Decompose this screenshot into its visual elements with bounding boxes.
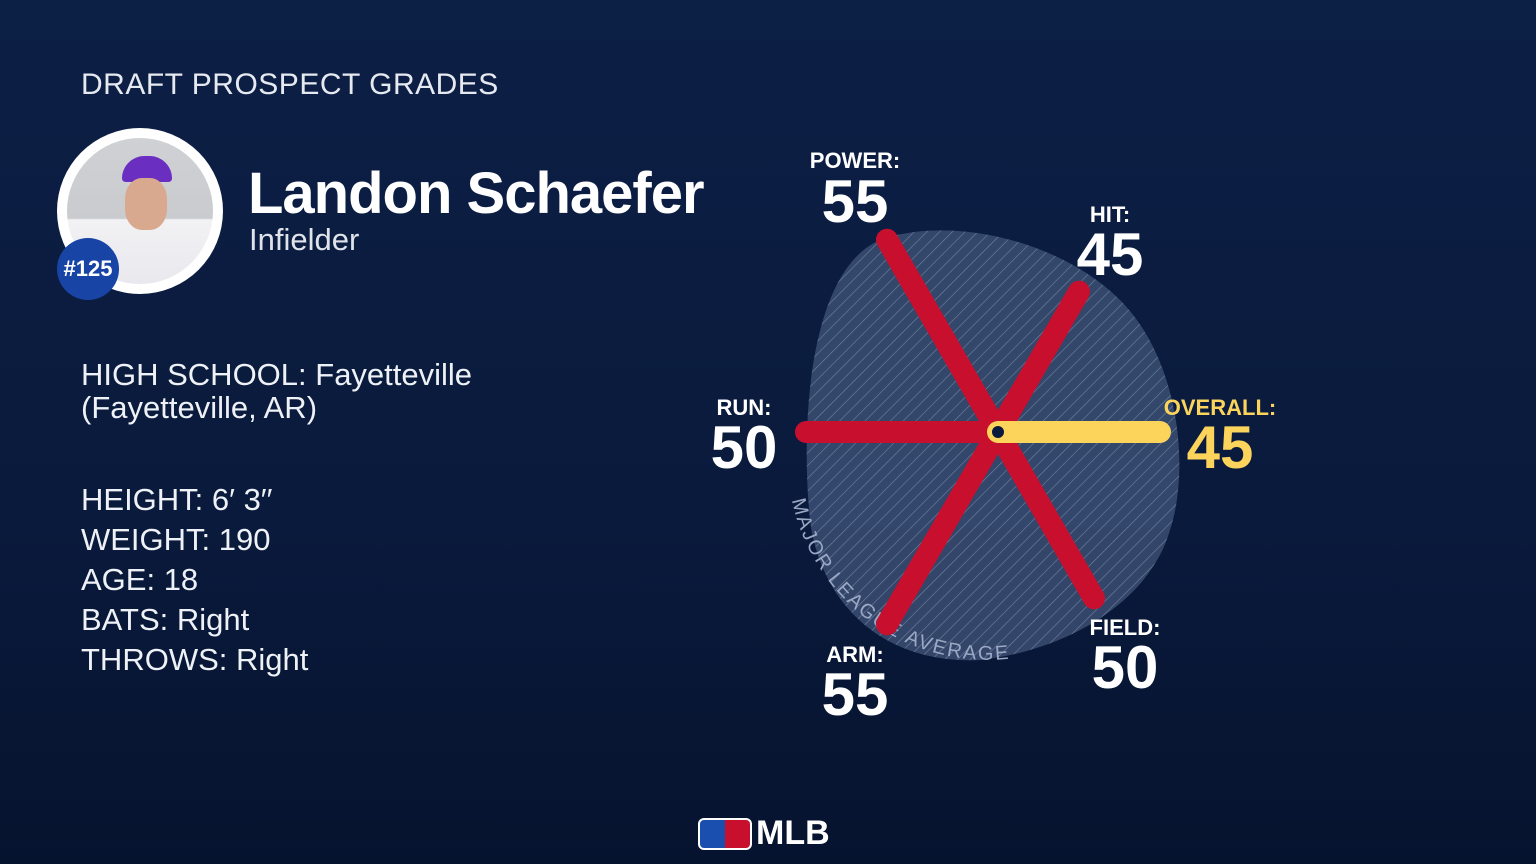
- center-dot: [988, 422, 1008, 442]
- section-title: DRAFT PROSPECT GRADES: [81, 68, 499, 101]
- grade-label: ARM:: [826, 642, 883, 667]
- mlb-logo-icon: [698, 817, 752, 850]
- grade-label: POWER:: [810, 148, 900, 173]
- grade-label: HIT:: [1090, 202, 1130, 227]
- bio-stats: HEIGHT: 6′ 3′′ WEIGHT: 190 AGE: 18 BATS:…: [81, 480, 308, 680]
- grade-value: 55: [822, 168, 889, 235]
- player-position: Infielder: [249, 222, 360, 257]
- spoke-hit: [987, 280, 1090, 443]
- grade-label: OVERALL:: [1164, 395, 1276, 420]
- mlb-logo: MLB: [698, 814, 830, 853]
- player-photo: [57, 128, 223, 294]
- school: HIGH SCHOOL: Fayetteville: [81, 357, 473, 392]
- rank-badge: #125: [57, 238, 119, 300]
- age: AGE: 18: [81, 562, 199, 597]
- grade-label: RUN:: [717, 395, 772, 420]
- school-location: (Fayetteville, AR): [81, 390, 318, 425]
- player-name: Landon Schaefer: [248, 161, 705, 226]
- spoke-arm: [876, 421, 1009, 636]
- grade-value: 45: [1077, 221, 1144, 288]
- weight: WEIGHT: 190: [81, 522, 271, 557]
- spoke-field: [987, 421, 1105, 610]
- grade-label: FIELD:: [1090, 615, 1161, 640]
- grade-value: 50: [711, 414, 778, 481]
- grade-value: 55: [822, 661, 889, 728]
- height: HEIGHT: 6′ 3′′: [81, 482, 273, 517]
- spoke-power: [876, 228, 1009, 443]
- grade-value: 45: [1187, 414, 1254, 481]
- school-info: HIGH SCHOOL: Fayetteville (Fayetteville,…: [81, 358, 472, 424]
- throws: THROWS: Right: [81, 642, 309, 677]
- grade-value: 50: [1092, 634, 1159, 701]
- bats: BATS: Right: [81, 602, 250, 637]
